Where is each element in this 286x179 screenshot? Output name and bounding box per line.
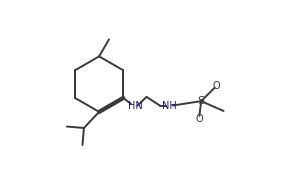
Text: O: O [213,81,221,91]
Text: HN: HN [128,101,142,110]
Text: NH: NH [162,101,177,110]
Text: S: S [198,96,205,106]
Text: O: O [196,114,203,124]
